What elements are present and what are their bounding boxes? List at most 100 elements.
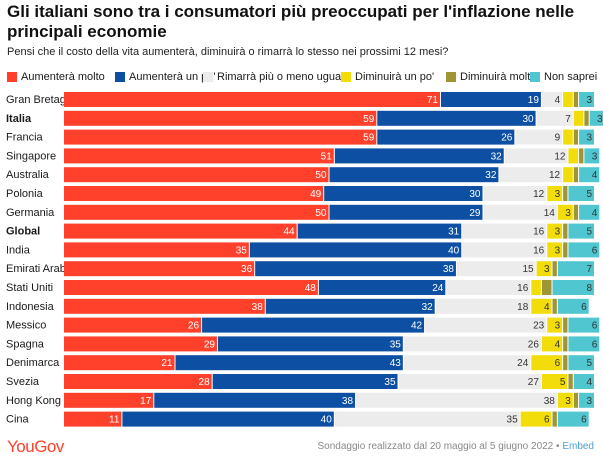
legend-swatch	[7, 72, 17, 82]
category-label: Spagna	[6, 338, 45, 350]
data-label: 40	[448, 245, 460, 256]
data-label: 3	[586, 95, 592, 106]
bar-segment	[462, 223, 547, 239]
bar-segment	[462, 242, 547, 258]
data-label: 18	[517, 302, 529, 313]
legend-swatch	[203, 72, 213, 82]
data-label: 59	[363, 133, 375, 144]
data-label: 12	[549, 170, 561, 181]
bar-segment	[563, 317, 568, 333]
bar-segment	[541, 280, 552, 295]
bar-segment	[64, 148, 334, 164]
data-label: 51	[321, 151, 333, 162]
bar-segment	[568, 355, 594, 371]
bar-segment	[547, 317, 563, 333]
bar-segment	[329, 204, 483, 220]
bar-segment	[552, 298, 557, 314]
chart-title: Gli italiani sono tra i consumatori più …	[7, 2, 575, 41]
bar-segment	[483, 186, 547, 201]
footer-separator: •	[553, 441, 563, 452]
data-label: 35	[236, 245, 248, 256]
bar-segment	[202, 317, 425, 333]
data-label: 16	[533, 245, 545, 256]
data-label: 35	[384, 377, 396, 388]
legend-label: Diminuirà un po'	[355, 71, 435, 83]
bar-segment	[356, 392, 557, 408]
legend-label: Aumenterà un po'	[129, 71, 216, 83]
data-label: 6	[592, 339, 598, 350]
data-label: 21	[161, 358, 173, 369]
bar-segment	[557, 204, 573, 220]
category-label: Australia	[6, 169, 50, 181]
data-label: 4	[586, 377, 592, 388]
category-label: Denimarca	[6, 357, 60, 369]
data-label: 26	[501, 133, 513, 144]
data-label: 28	[199, 377, 211, 388]
bar-segment	[64, 261, 255, 277]
data-label: 24	[432, 283, 444, 294]
category-label: Francia	[6, 132, 44, 144]
data-label: 26	[188, 321, 200, 332]
data-label: 49	[310, 189, 322, 200]
data-label: 16	[533, 227, 545, 238]
data-label: 4	[555, 339, 561, 350]
data-label: 4	[555, 95, 561, 106]
legend-swatch	[446, 72, 456, 82]
yougov-logo: YouGov	[7, 437, 64, 456]
data-label: 35	[390, 339, 402, 350]
bar-segment	[64, 317, 202, 333]
data-label: 3	[586, 396, 592, 407]
bar-segment	[64, 392, 154, 408]
embed-link[interactable]: Embed	[562, 441, 594, 452]
data-label: 12	[533, 189, 545, 200]
legend-label: Diminuirà molto	[460, 71, 537, 83]
bar-segment	[563, 336, 568, 352]
bar-segment	[568, 223, 594, 239]
data-label: 29	[204, 339, 216, 350]
bar-segment	[504, 148, 568, 164]
category-label: Messico	[6, 320, 46, 332]
stacked-bar-chart: Gran Bretagna71194213Italia59307213Franc…	[6, 92, 603, 427]
bar-segment	[573, 167, 579, 183]
data-label: 7	[565, 114, 571, 125]
bar-segment	[536, 261, 552, 277]
category-label: Svezia	[6, 376, 40, 388]
bar-segment	[318, 280, 446, 295]
data-label: 32	[422, 302, 434, 313]
category-label: Global	[6, 226, 40, 238]
category-label: Hong Kong	[6, 395, 61, 407]
data-label: 8	[586, 283, 592, 294]
data-label: 6	[555, 358, 561, 369]
bar-segment	[573, 374, 594, 389]
legend-label: Non saprei	[544, 71, 598, 83]
data-label: 6	[581, 302, 587, 313]
bar-segment	[64, 355, 175, 371]
data-label: 5	[586, 227, 592, 238]
data-label: 35	[507, 415, 519, 426]
data-label: 3	[586, 133, 592, 144]
bar-segment	[64, 92, 441, 107]
bar-segment	[579, 167, 600, 183]
data-label: 4	[592, 208, 598, 219]
bar-segment	[573, 204, 579, 220]
legend-swatch	[115, 72, 125, 82]
data-label: 3	[597, 114, 603, 125]
data-label: 15	[522, 264, 534, 275]
bar-segment	[568, 148, 579, 164]
data-label: 5	[586, 358, 592, 369]
bar-segment	[557, 411, 589, 427]
bar-segment	[483, 204, 557, 220]
legend-label: Aumenterà molto	[21, 71, 105, 83]
bar-segment	[547, 242, 563, 258]
data-label: 50	[315, 208, 327, 219]
bar-segment	[568, 374, 573, 389]
bar-segment	[573, 110, 584, 126]
data-label: 59	[363, 114, 375, 125]
bar-segment	[563, 167, 573, 183]
data-label: 12	[554, 151, 566, 162]
bar-segment	[377, 110, 536, 126]
bar-segment	[541, 336, 563, 352]
category-label: Germania	[6, 207, 55, 219]
data-label: 14	[544, 208, 556, 219]
bar-segment	[377, 129, 515, 145]
